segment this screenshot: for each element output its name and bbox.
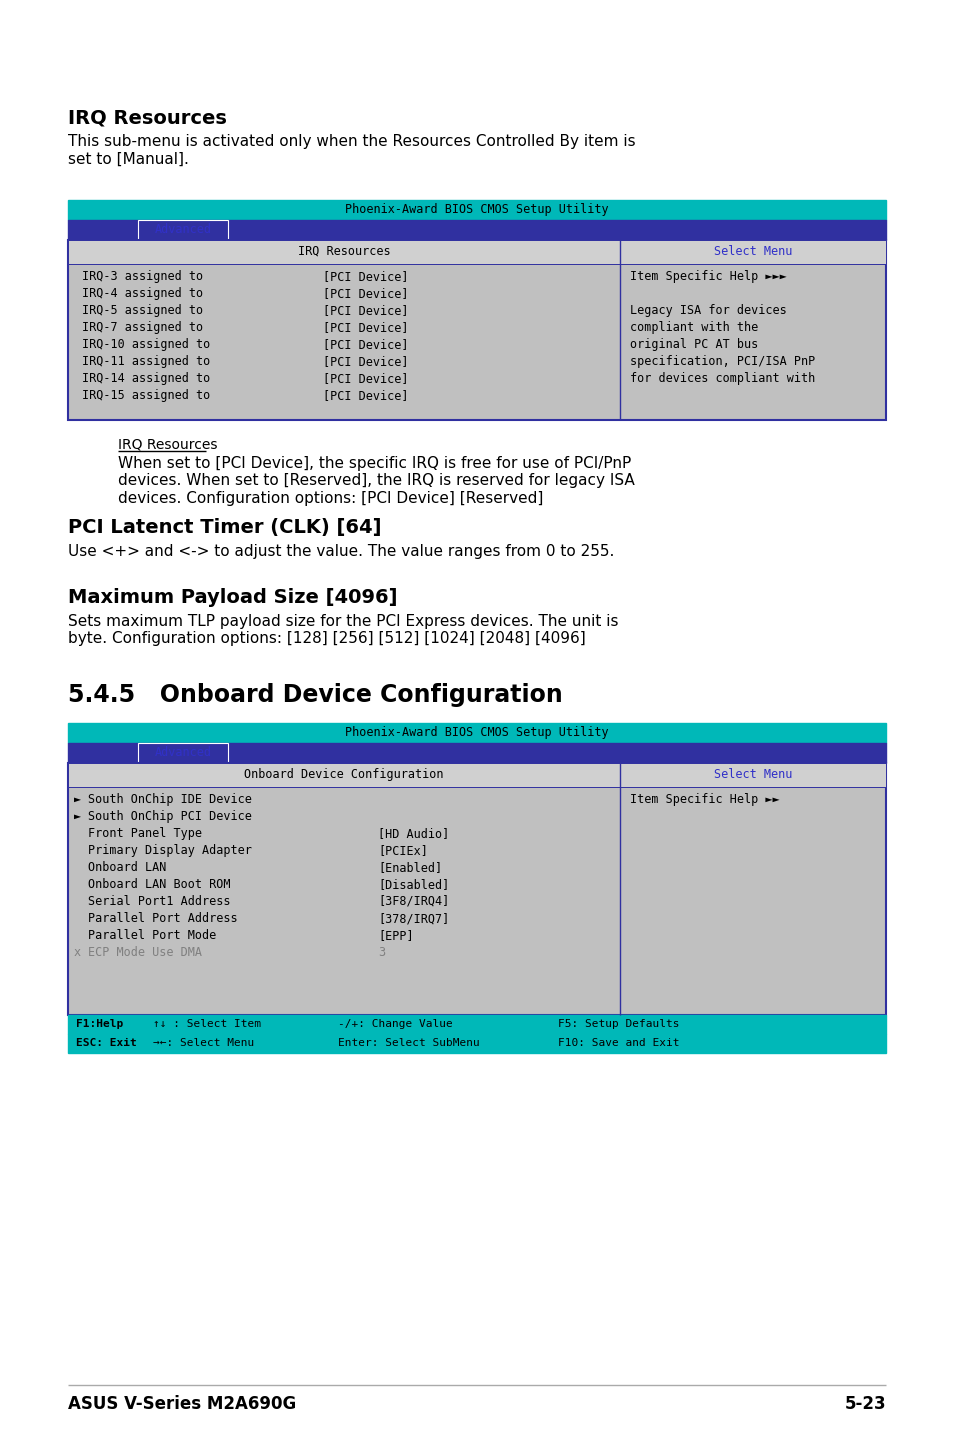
Text: Item Specific Help ►►►: Item Specific Help ►►► bbox=[629, 270, 786, 283]
Text: IRQ-4 assigned to: IRQ-4 assigned to bbox=[82, 288, 203, 301]
Bar bbox=[138, 743, 228, 764]
Text: -/+: Change Value: -/+: Change Value bbox=[337, 1020, 453, 1030]
Text: F10: Save and Exit: F10: Save and Exit bbox=[558, 1038, 679, 1048]
Text: Maximum Payload Size [4096]: Maximum Payload Size [4096] bbox=[68, 588, 397, 607]
Text: Primary Display Adapter: Primary Display Adapter bbox=[88, 844, 252, 857]
Text: [PCI Device]: [PCI Device] bbox=[323, 270, 408, 283]
Text: 5-23: 5-23 bbox=[843, 1395, 885, 1414]
Text: [PCI Device]: [PCI Device] bbox=[323, 288, 408, 301]
Text: Phoenix-Award BIOS CMOS Setup Utility: Phoenix-Award BIOS CMOS Setup Utility bbox=[345, 203, 608, 216]
Text: Onboard LAN: Onboard LAN bbox=[88, 861, 166, 874]
Text: [PCI Device]: [PCI Device] bbox=[323, 338, 408, 351]
Text: [3F8/IRQ4]: [3F8/IRQ4] bbox=[377, 894, 449, 907]
Text: Select Menu: Select Menu bbox=[713, 768, 791, 781]
Text: This sub-menu is activated only when the Resources Controlled By item is
set to : This sub-menu is activated only when the… bbox=[68, 134, 635, 167]
Text: When set to [PCI Device], the specific IRQ is free for use of PCI/PnP
devices. W: When set to [PCI Device], the specific I… bbox=[118, 456, 634, 506]
Text: Sets maximum TLP payload size for the PCI Express devices. The unit is
byte. Con: Sets maximum TLP payload size for the PC… bbox=[68, 614, 618, 647]
Text: IRQ-15 assigned to: IRQ-15 assigned to bbox=[82, 390, 210, 403]
Text: South OnChip IDE Device: South OnChip IDE Device bbox=[88, 792, 252, 807]
Text: IRQ Resources: IRQ Resources bbox=[118, 439, 217, 452]
Text: Phoenix-Award BIOS CMOS Setup Utility: Phoenix-Award BIOS CMOS Setup Utility bbox=[345, 726, 608, 739]
Text: Serial Port1 Address: Serial Port1 Address bbox=[88, 894, 231, 907]
Text: PCI Latenct Timer (CLK) [64]: PCI Latenct Timer (CLK) [64] bbox=[68, 518, 381, 536]
Text: [EPP]: [EPP] bbox=[377, 929, 414, 942]
Text: IRQ-14 assigned to: IRQ-14 assigned to bbox=[82, 372, 210, 385]
Bar bbox=[68, 240, 619, 265]
Bar bbox=[68, 764, 885, 1015]
Text: IRQ Resources: IRQ Resources bbox=[68, 108, 227, 127]
Text: IRQ-11 assigned to: IRQ-11 assigned to bbox=[82, 355, 210, 368]
Text: ↑↓ : Select Item: ↑↓ : Select Item bbox=[152, 1020, 261, 1030]
Text: [378/IRQ7]: [378/IRQ7] bbox=[377, 912, 449, 925]
Bar bbox=[68, 764, 619, 787]
Bar bbox=[68, 723, 885, 743]
Bar bbox=[138, 220, 228, 240]
Text: Enter: Select SubMenu: Enter: Select SubMenu bbox=[337, 1038, 479, 1048]
Text: ►: ► bbox=[74, 792, 81, 807]
Text: ASUS V-Series M2A690G: ASUS V-Series M2A690G bbox=[68, 1395, 296, 1414]
Text: Parallel Port Mode: Parallel Port Mode bbox=[88, 929, 216, 942]
Text: compliant with the: compliant with the bbox=[629, 321, 758, 334]
Text: Legacy ISA for devices: Legacy ISA for devices bbox=[629, 303, 786, 316]
Bar bbox=[68, 1034, 885, 1053]
Text: [Disabled]: [Disabled] bbox=[377, 879, 449, 892]
Text: 5.4.5   Onboard Device Configuration: 5.4.5 Onboard Device Configuration bbox=[68, 683, 562, 707]
Text: 3: 3 bbox=[377, 946, 385, 959]
Bar bbox=[619, 764, 885, 787]
Text: IRQ-3 assigned to: IRQ-3 assigned to bbox=[82, 270, 203, 283]
Text: specification, PCI/ISA PnP: specification, PCI/ISA PnP bbox=[629, 355, 815, 368]
Text: [PCI Device]: [PCI Device] bbox=[323, 372, 408, 385]
Bar bbox=[619, 240, 885, 265]
Text: [HD Audio]: [HD Audio] bbox=[377, 827, 449, 840]
Text: Item Specific Help ►►: Item Specific Help ►► bbox=[629, 792, 779, 807]
Text: ECP Mode Use DMA: ECP Mode Use DMA bbox=[88, 946, 202, 959]
Text: for devices compliant with: for devices compliant with bbox=[629, 372, 815, 385]
Text: Select Menu: Select Menu bbox=[713, 244, 791, 257]
Text: F5: Setup Defaults: F5: Setup Defaults bbox=[558, 1020, 679, 1030]
Text: Front Panel Type: Front Panel Type bbox=[88, 827, 202, 840]
Bar bbox=[68, 743, 885, 764]
Text: original PC AT bus: original PC AT bus bbox=[629, 338, 758, 351]
Text: IRQ Resources: IRQ Resources bbox=[297, 244, 390, 257]
Text: Advanced: Advanced bbox=[154, 223, 212, 236]
Bar bbox=[68, 1015, 885, 1034]
Text: [PCI Device]: [PCI Device] bbox=[323, 390, 408, 403]
Text: [PCI Device]: [PCI Device] bbox=[323, 321, 408, 334]
Bar bbox=[68, 220, 885, 240]
Text: Onboard LAN Boot ROM: Onboard LAN Boot ROM bbox=[88, 879, 231, 892]
Text: IRQ-10 assigned to: IRQ-10 assigned to bbox=[82, 338, 210, 351]
Text: Parallel Port Address: Parallel Port Address bbox=[88, 912, 237, 925]
Text: South OnChip PCI Device: South OnChip PCI Device bbox=[88, 810, 252, 823]
Text: IRQ-7 assigned to: IRQ-7 assigned to bbox=[82, 321, 203, 334]
Text: F1:Help: F1:Help bbox=[76, 1020, 123, 1030]
Bar bbox=[68, 200, 885, 220]
Text: [Enabled]: [Enabled] bbox=[377, 861, 441, 874]
Text: Onboard Device Configuration: Onboard Device Configuration bbox=[244, 768, 443, 781]
Text: Advanced: Advanced bbox=[154, 746, 212, 759]
Text: x: x bbox=[74, 946, 81, 959]
Text: ►: ► bbox=[74, 810, 81, 823]
Bar bbox=[68, 240, 885, 420]
Text: [PCI Device]: [PCI Device] bbox=[323, 355, 408, 368]
Text: [PCIEx]: [PCIEx] bbox=[377, 844, 428, 857]
Text: IRQ-5 assigned to: IRQ-5 assigned to bbox=[82, 303, 203, 316]
Text: Use <+> and <-> to adjust the value. The value ranges from 0 to 255.: Use <+> and <-> to adjust the value. The… bbox=[68, 544, 614, 559]
Text: [PCI Device]: [PCI Device] bbox=[323, 303, 408, 316]
Text: →←: Select Menu: →←: Select Menu bbox=[152, 1038, 254, 1048]
Text: ESC: Exit: ESC: Exit bbox=[76, 1038, 136, 1048]
